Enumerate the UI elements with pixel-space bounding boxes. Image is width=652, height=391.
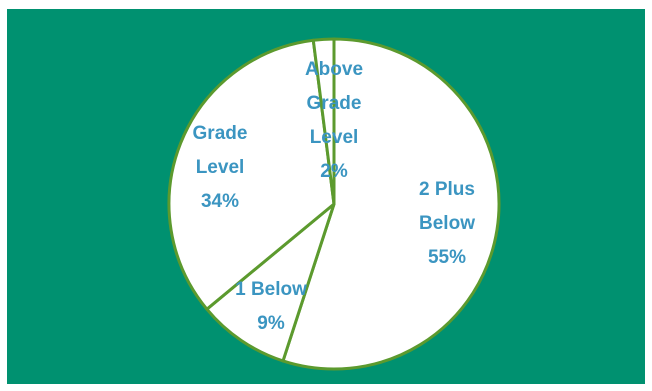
slice-category-above-grade-level: Grade <box>307 93 362 114</box>
slice-label-2-plus-below: 2 Plus Below 55% <box>419 179 475 268</box>
slice-percent-grade-level: 34% <box>201 191 239 212</box>
slice-category-1-below: 1 Below <box>235 279 307 300</box>
slice-category-above-grade-level: Above <box>305 59 363 80</box>
pie-labels: 2 Plus Below 55% 1 Below 9% Grade Level 34% Abov… <box>193 59 476 334</box>
pie-slice-grade-level <box>167 38 336 311</box>
chart-area: 2 Plus Below 55% 1 Below 9% Grade Level 34% Abov… <box>7 9 645 384</box>
pie-slice-1-below <box>205 202 336 363</box>
slice-label-grade-level: Grade Level 34% <box>193 123 248 212</box>
slice-category-above-grade-level: Level <box>310 127 359 148</box>
pie-slice-2-plus-below <box>281 37 501 371</box>
slice-category-2-plus-below: Below <box>419 213 475 234</box>
pie-chart: 2 Plus Below 55% 1 Below 9% Grade Level 34% Abov… <box>167 37 501 371</box>
slice-category-grade-level: Grade <box>193 123 248 144</box>
slice-category-grade-level: Level <box>196 157 245 178</box>
pie-slices <box>167 37 501 371</box>
slice-category-2-plus-below: 2 Plus <box>419 179 475 200</box>
slice-percent-above-grade-level: 2% <box>320 161 348 182</box>
slice-percent-2-plus-below: 55% <box>428 247 466 268</box>
slice-percent-1-below: 9% <box>257 313 285 334</box>
slice-label-above-grade-level: Above Grade Level 2% <box>305 59 363 182</box>
pie-slice-above-grade-level <box>311 37 336 206</box>
slice-label-1-below: 1 Below 9% <box>235 279 307 334</box>
